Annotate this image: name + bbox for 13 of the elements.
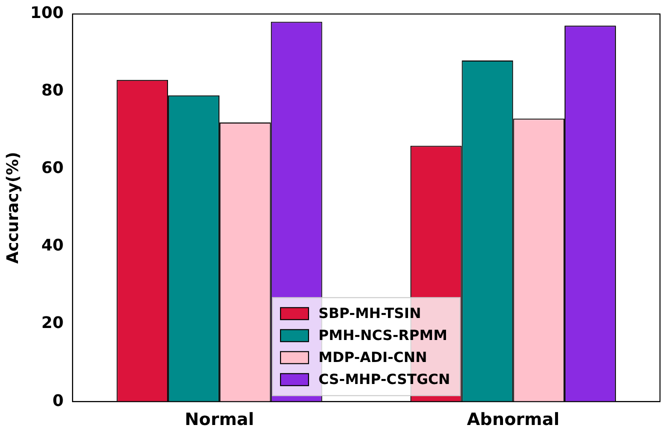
legend-label: CS-MHP-CSTGCN xyxy=(318,372,450,388)
legend-label: MDP-ADI-CNN xyxy=(318,350,428,366)
legend-label: SBP-MH-TSIN xyxy=(318,306,422,322)
y-axis-title: Accuracy(%) xyxy=(2,152,22,264)
x-tick-label: Normal xyxy=(184,410,254,430)
y-tick-label: 40 xyxy=(41,236,64,255)
y-tick-label: 60 xyxy=(41,158,64,178)
legend-label: PMH-NCS-RPMM xyxy=(318,328,448,344)
y-tick-label: 20 xyxy=(41,313,64,332)
y-tick-label: 100 xyxy=(30,3,64,22)
y-tick-label: 0 xyxy=(52,390,64,410)
x-tick-label: Abnormal xyxy=(466,410,560,430)
y-tick-label: 80 xyxy=(41,80,64,100)
